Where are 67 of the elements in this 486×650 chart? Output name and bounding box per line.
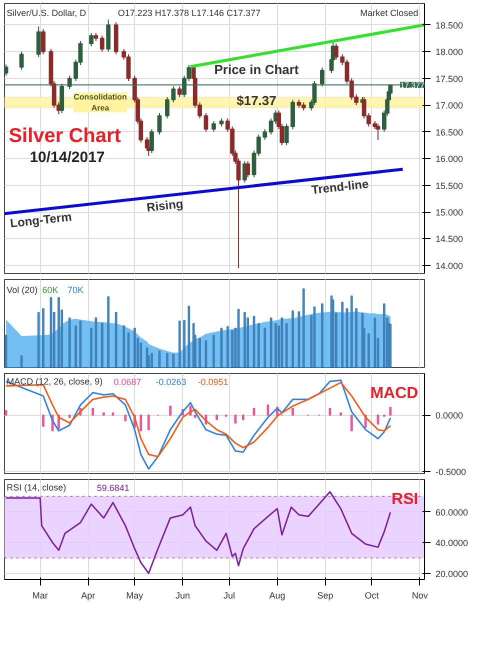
x-tick-label: Oct <box>364 590 380 600</box>
annotation: Price in Chart <box>214 62 300 77</box>
candlestick <box>262 128 268 140</box>
ref-line-label: 17.377 <box>400 80 426 90</box>
candlestick <box>100 35 104 52</box>
annotation: $17.37 <box>236 93 276 108</box>
annotation: Trend-line <box>310 176 370 197</box>
text: RSI <box>392 491 418 508</box>
candlestick <box>157 112 162 135</box>
candlestick <box>212 120 216 132</box>
annotation: -0.0263 <box>156 377 186 387</box>
y-tick-label: 20.0000 <box>436 568 468 579</box>
text: MACD <box>370 385 418 402</box>
y-tick-label: 16.500 <box>436 127 464 138</box>
annotation: O17.223 H17.378 L17.146 C17.377 <box>118 8 261 18</box>
candlestick <box>4 64 8 76</box>
annotation: Vol (20) <box>6 285 38 296</box>
annotation: 60K <box>42 285 58 296</box>
candlestick <box>67 75 72 90</box>
x-tick-label: Aug <box>269 590 286 600</box>
candlestick <box>89 32 94 47</box>
y-tick-label: 18.500 <box>436 20 464 30</box>
annotation: -0.0951 <box>198 377 228 387</box>
annotation: Long-Term <box>9 210 72 230</box>
line-series <box>5 491 392 574</box>
x-tick-label: Mar <box>32 590 48 600</box>
y-tick-label: 60.0000 <box>436 507 468 518</box>
annotation: Rising <box>146 196 184 215</box>
y-tick-label: 14.000 <box>436 260 464 271</box>
candlestick <box>177 86 182 98</box>
text: Silver Chart <box>8 124 122 147</box>
y-tick-label: 14.500 <box>436 234 464 244</box>
x-tick-label: Jun <box>175 590 190 600</box>
y-tick-label: 0.0000 <box>436 410 464 421</box>
text: 10/14/2017 <box>30 148 105 166</box>
annotation: Market Closed <box>360 8 418 18</box>
annotation: 59.6841 <box>96 483 130 493</box>
y-tick-label: 17.500 <box>436 74 464 84</box>
x-tick-label: Jul <box>223 590 235 600</box>
annotation: 0.0687 <box>114 377 142 387</box>
x-tick-label: Sep <box>317 590 334 600</box>
annotation: Silver/U.S. Dollar, D <box>6 8 87 18</box>
y-tick-label: 17.000 <box>436 100 464 111</box>
y-tick-label: -0.5000 <box>436 466 466 477</box>
candlestick <box>41 28 46 55</box>
candlestick <box>19 51 24 70</box>
x-tick-label: Apr <box>81 590 96 600</box>
annotation: RSI (14, close) <box>6 482 66 492</box>
x-tick-label: May <box>126 590 144 600</box>
candlestick <box>334 43 338 60</box>
y-tick-label: 16.000 <box>436 154 464 164</box>
candlestick <box>376 123 380 140</box>
candlestick <box>204 112 208 132</box>
candlestick <box>284 123 289 146</box>
candlestick <box>320 67 324 87</box>
annotation: 70K <box>68 285 84 296</box>
candlestick <box>150 128 154 154</box>
x-tick-label: Nov <box>412 590 428 600</box>
annotation: MACD (12, 26, close, 9) <box>6 376 103 386</box>
y-tick-label: 18.000 <box>436 47 464 58</box>
band-label: Consolidation Area <box>74 92 128 112</box>
candlestick <box>144 136 150 152</box>
candlestick <box>36 26 41 58</box>
y-tick-label: 15.500 <box>436 180 464 191</box>
y-tick-label: 40.0000 <box>436 538 468 548</box>
candlestick <box>246 160 250 178</box>
y-tick-label: 15.000 <box>436 208 464 218</box>
